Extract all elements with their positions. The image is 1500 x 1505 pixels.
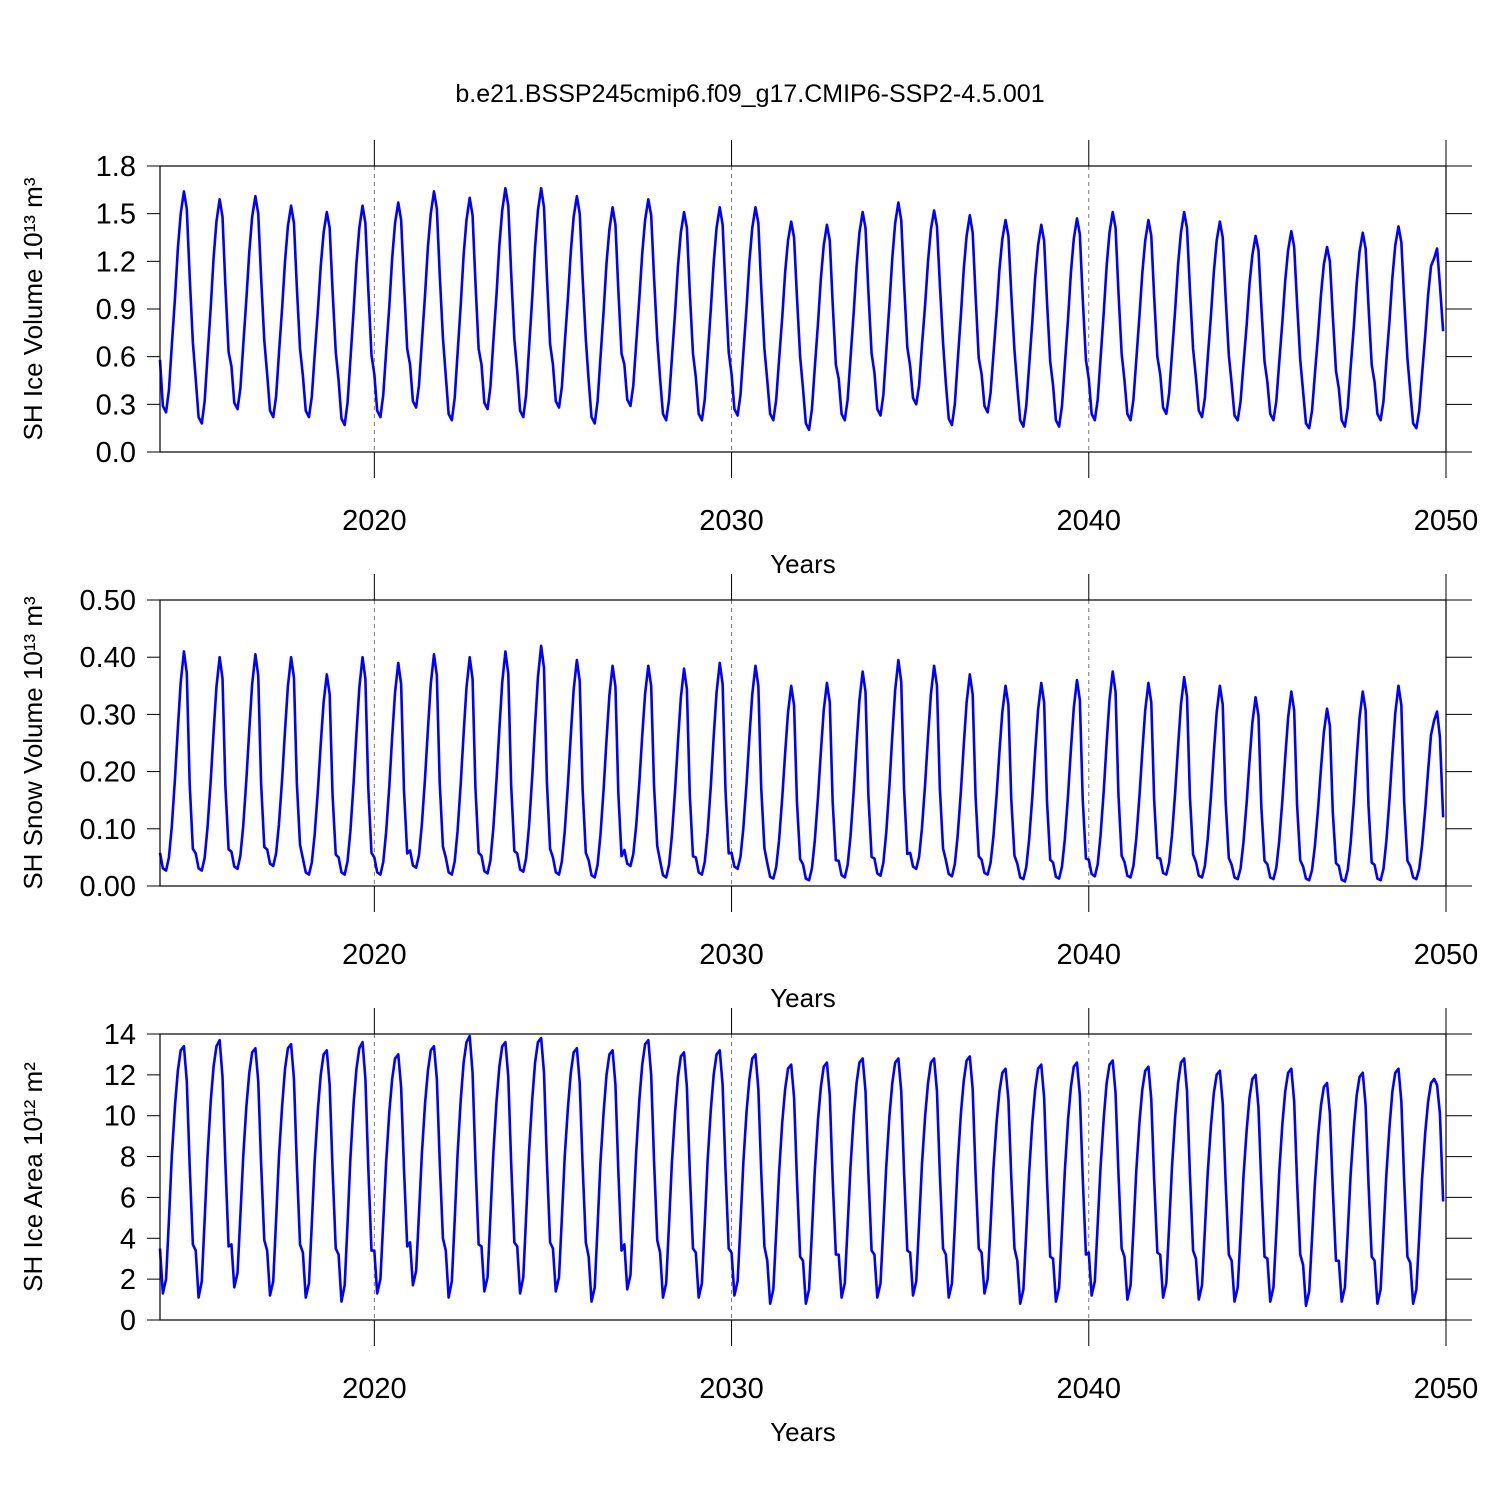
y-tick-label: 0.6 [96, 342, 136, 374]
y-tick-label: 0.00 [80, 871, 136, 903]
y-tick-label: 0.3 [96, 389, 136, 421]
y-tick-label: 0.40 [80, 642, 136, 674]
y-tick-label: 1.2 [96, 246, 136, 278]
x-tick-label: 2020 [342, 939, 407, 971]
y-tick-label: 14 [104, 1019, 136, 1051]
y-tick-label: 8 [120, 1142, 136, 1174]
data-line [158, 1034, 1445, 1307]
x-axis-label: Years [770, 549, 836, 579]
y-axis-label: SH Snow Volume 10¹³ m³ [18, 596, 48, 890]
y-tick-label: 10 [104, 1101, 136, 1133]
x-tick-label: 2020 [342, 1373, 407, 1405]
y-tick-label: 6 [120, 1182, 136, 1214]
y-tick-label: 0 [120, 1305, 136, 1337]
chart-title: b.e21.BSSP245cmip6.f09_g17.CMIP6-SSP2-4.… [455, 80, 1044, 108]
y-tick-label: 1.8 [96, 151, 136, 183]
y-tick-label: 1.5 [96, 199, 136, 231]
x-tick-label: 2030 [699, 939, 764, 971]
y-tick-label: 0.9 [96, 294, 136, 326]
x-tick-label: 2020 [342, 505, 407, 537]
x-tick-label: 2040 [1057, 505, 1122, 537]
x-tick-label: 2050 [1414, 505, 1479, 537]
data-line [158, 644, 1445, 883]
y-tick-label: 12 [104, 1060, 136, 1092]
x-tick-label: 2040 [1057, 1373, 1122, 1405]
plot-frame [159, 599, 1447, 887]
x-tick-label: 2030 [699, 1373, 764, 1405]
y-axis-label: SH Ice Volume 10¹³ m³ [18, 177, 48, 440]
x-tick-label: 2050 [1414, 939, 1479, 971]
y-tick-label: 0.50 [80, 585, 136, 617]
y-tick-label: 0.20 [80, 757, 136, 789]
x-tick-label: 2040 [1057, 939, 1122, 971]
y-tick-label: 0.10 [80, 814, 136, 846]
data-line [158, 186, 1445, 432]
y-tick-label: 0.30 [80, 699, 136, 731]
plot-frame [159, 1033, 1447, 1321]
x-axis-label: Years [770, 983, 836, 1013]
plot-frame [159, 165, 1447, 453]
y-tick-label: 2 [120, 1264, 136, 1296]
y-tick-label: 4 [120, 1223, 136, 1255]
x-axis-label: Years [770, 1417, 836, 1447]
x-tick-label: 2030 [699, 505, 764, 537]
y-axis-label: SH Ice Area 10¹² m² [18, 1062, 48, 1292]
x-tick-label: 2050 [1414, 1373, 1479, 1405]
y-tick-label: 0.0 [96, 437, 136, 469]
